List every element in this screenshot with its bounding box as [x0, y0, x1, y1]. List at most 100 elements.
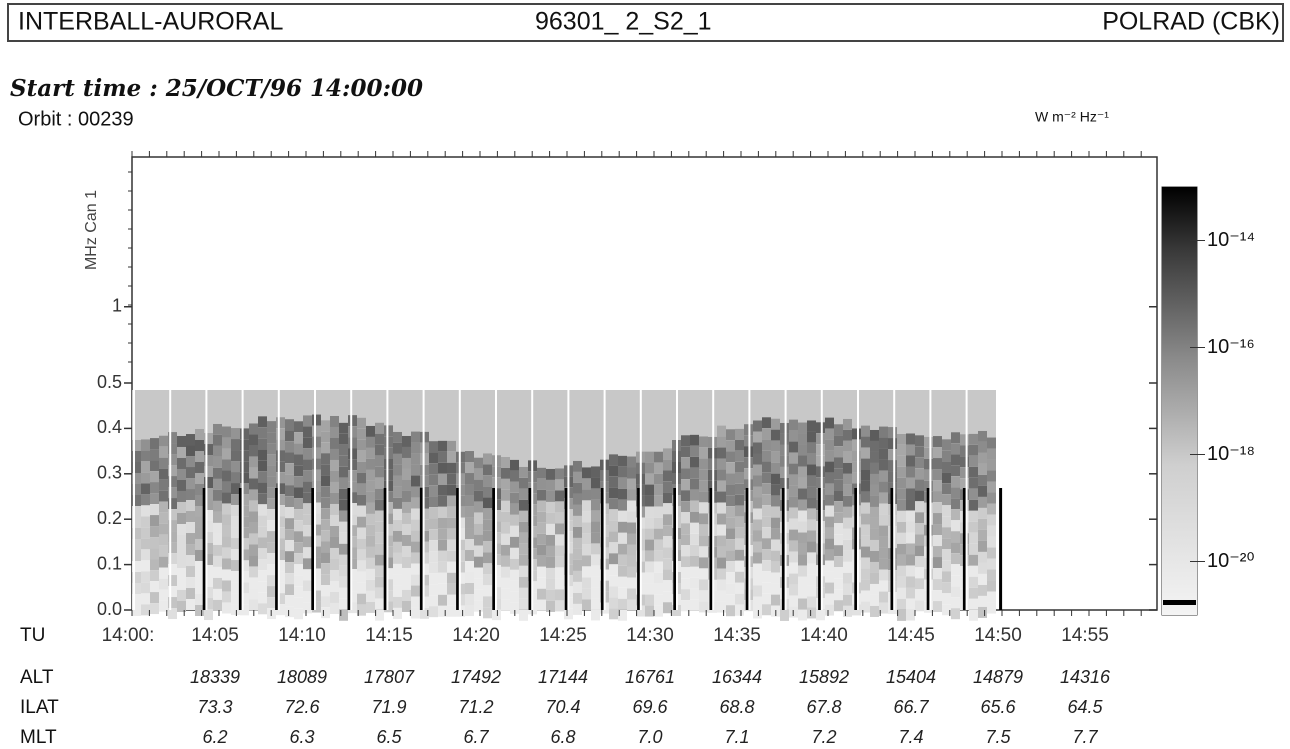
- spectrogram-cell: [474, 600, 483, 612]
- spectrogram-cell: [339, 565, 348, 577]
- spectrogram-cell: [762, 549, 771, 561]
- spectrogram-cell: [825, 428, 834, 440]
- spectrogram-cell: [771, 506, 780, 518]
- spectrogram-cell: [753, 475, 762, 487]
- spectrogram-cell: [816, 433, 825, 445]
- spectrogram-cell: [843, 495, 852, 507]
- spectrogram-cell: [330, 580, 339, 592]
- spectrogram-cell: [825, 604, 834, 616]
- spectrogram-cell: [690, 588, 699, 600]
- spectrogram-cell: [546, 578, 555, 590]
- spectrogram-cell: [978, 485, 987, 497]
- header-center: 96301_ 2_S2_1: [535, 8, 712, 36]
- spectrogram-cell: [735, 461, 744, 473]
- spectrogram-cell: [861, 447, 870, 459]
- spectrogram-band: [141, 390, 150, 440]
- spectrogram-cell: [591, 466, 600, 478]
- spectrogram-cell: [753, 585, 762, 597]
- spectrogram-cell: [465, 495, 474, 507]
- spectrogram-cell: [447, 539, 456, 551]
- spectrogram-cell: [924, 436, 933, 448]
- spectrogram-cell: [645, 605, 654, 617]
- spectrogram-cell: [357, 417, 366, 429]
- spectrogram-cell: [519, 609, 528, 621]
- spectrogram-cell: [303, 470, 312, 482]
- spectrogram: [132, 390, 1003, 621]
- spectrogram-cell: [240, 428, 249, 440]
- spectrogram-cell: [393, 519, 402, 531]
- spectrogram-cell: [366, 469, 375, 481]
- spectrogram-cell: [213, 599, 222, 611]
- spectrogram-cell: [555, 523, 564, 535]
- spectrogram-cell: [366, 425, 375, 437]
- spectrogram-cell: [366, 491, 375, 503]
- spectrogram-band: [132, 390, 141, 440]
- spectrogram-cell: [546, 523, 555, 535]
- spectrogram-cell: [213, 533, 222, 545]
- spectrogram-cell: [285, 551, 294, 563]
- spectrogram-cell: [231, 505, 240, 517]
- spectrogram-band: [285, 390, 294, 420]
- spectrogram-band: [501, 390, 510, 457]
- spectrogram-cell: [546, 600, 555, 612]
- spectrogram-cell: [978, 507, 987, 519]
- ephemeris-value: 7.5: [985, 727, 1011, 747]
- spectrogram-cell: [726, 583, 735, 595]
- spectrogram-cell: [384, 436, 393, 448]
- spectrogram-cell: [222, 547, 231, 559]
- spectrogram-cell: [789, 551, 798, 563]
- spectrogram-cell: [969, 532, 978, 544]
- spectrogram-cell: [852, 472, 861, 484]
- spectrogram-cell: [852, 439, 861, 451]
- spectrogram-band: [879, 390, 888, 427]
- spectrogram-band: [888, 390, 897, 428]
- spectrogram-cell: [825, 582, 834, 594]
- y-tick-label: 0.4: [97, 417, 122, 437]
- spectrogram-cell: [843, 561, 852, 573]
- spectrogram-cell: [726, 550, 735, 562]
- ephemeris-label: MLT: [20, 727, 57, 748]
- spectrogram-cell: [348, 558, 357, 570]
- spectrogram-cell: [654, 517, 663, 529]
- spectrogram-cell: [681, 578, 690, 590]
- spectrogram-cell: [951, 597, 960, 609]
- spectrogram-cell: [681, 556, 690, 568]
- spectrogram-cell: [213, 566, 222, 578]
- spectrogram-cell: [726, 561, 735, 573]
- spectrogram-cell: [645, 539, 654, 551]
- spectrogram-cell: [537, 522, 546, 534]
- spectrogram-cell: [501, 577, 510, 589]
- spectrogram-cell: [771, 484, 780, 496]
- spectrogram-cell: [465, 539, 474, 551]
- spectrogram-cell: [582, 544, 591, 556]
- ephemeris-label: ILAT: [20, 697, 59, 718]
- spectrogram-cell: [933, 491, 942, 503]
- spectrogram-cell: [276, 483, 285, 495]
- spectrogram-cell: [861, 601, 870, 613]
- spectrogram-cell: [249, 478, 258, 490]
- spectrogram-cell: [879, 481, 888, 493]
- spectrogram-cell: [591, 554, 600, 566]
- spectrogram-cell: [222, 492, 231, 504]
- spectrogram-band: [231, 390, 240, 429]
- spectrogram-cell: [132, 549, 141, 561]
- spectrogram-cell: [321, 596, 330, 608]
- spectrogram-cell: [447, 605, 456, 617]
- spectrogram-cell: [240, 549, 249, 561]
- spectrogram-cell: [663, 448, 672, 460]
- spectrogram-cell: [771, 473, 780, 485]
- spectrogram-cell: [168, 586, 177, 598]
- y-tick-label: 0.2: [97, 508, 122, 528]
- spectrogram-cell: [483, 497, 492, 509]
- spectrogram-cell: [303, 602, 312, 614]
- spectrogram-cell: [969, 499, 978, 511]
- spectrogram-band: [204, 390, 213, 434]
- spectrogram-cell: [798, 499, 807, 511]
- spectrogram-cell: [438, 594, 447, 606]
- spectrogram-cell: [429, 507, 438, 519]
- spectrogram-cell: [699, 491, 708, 503]
- spectrogram-cell: [231, 461, 240, 473]
- spectrogram-cell: [231, 439, 240, 451]
- spectrogram-cell: [321, 453, 330, 465]
- spectrogram-cell: [204, 587, 213, 599]
